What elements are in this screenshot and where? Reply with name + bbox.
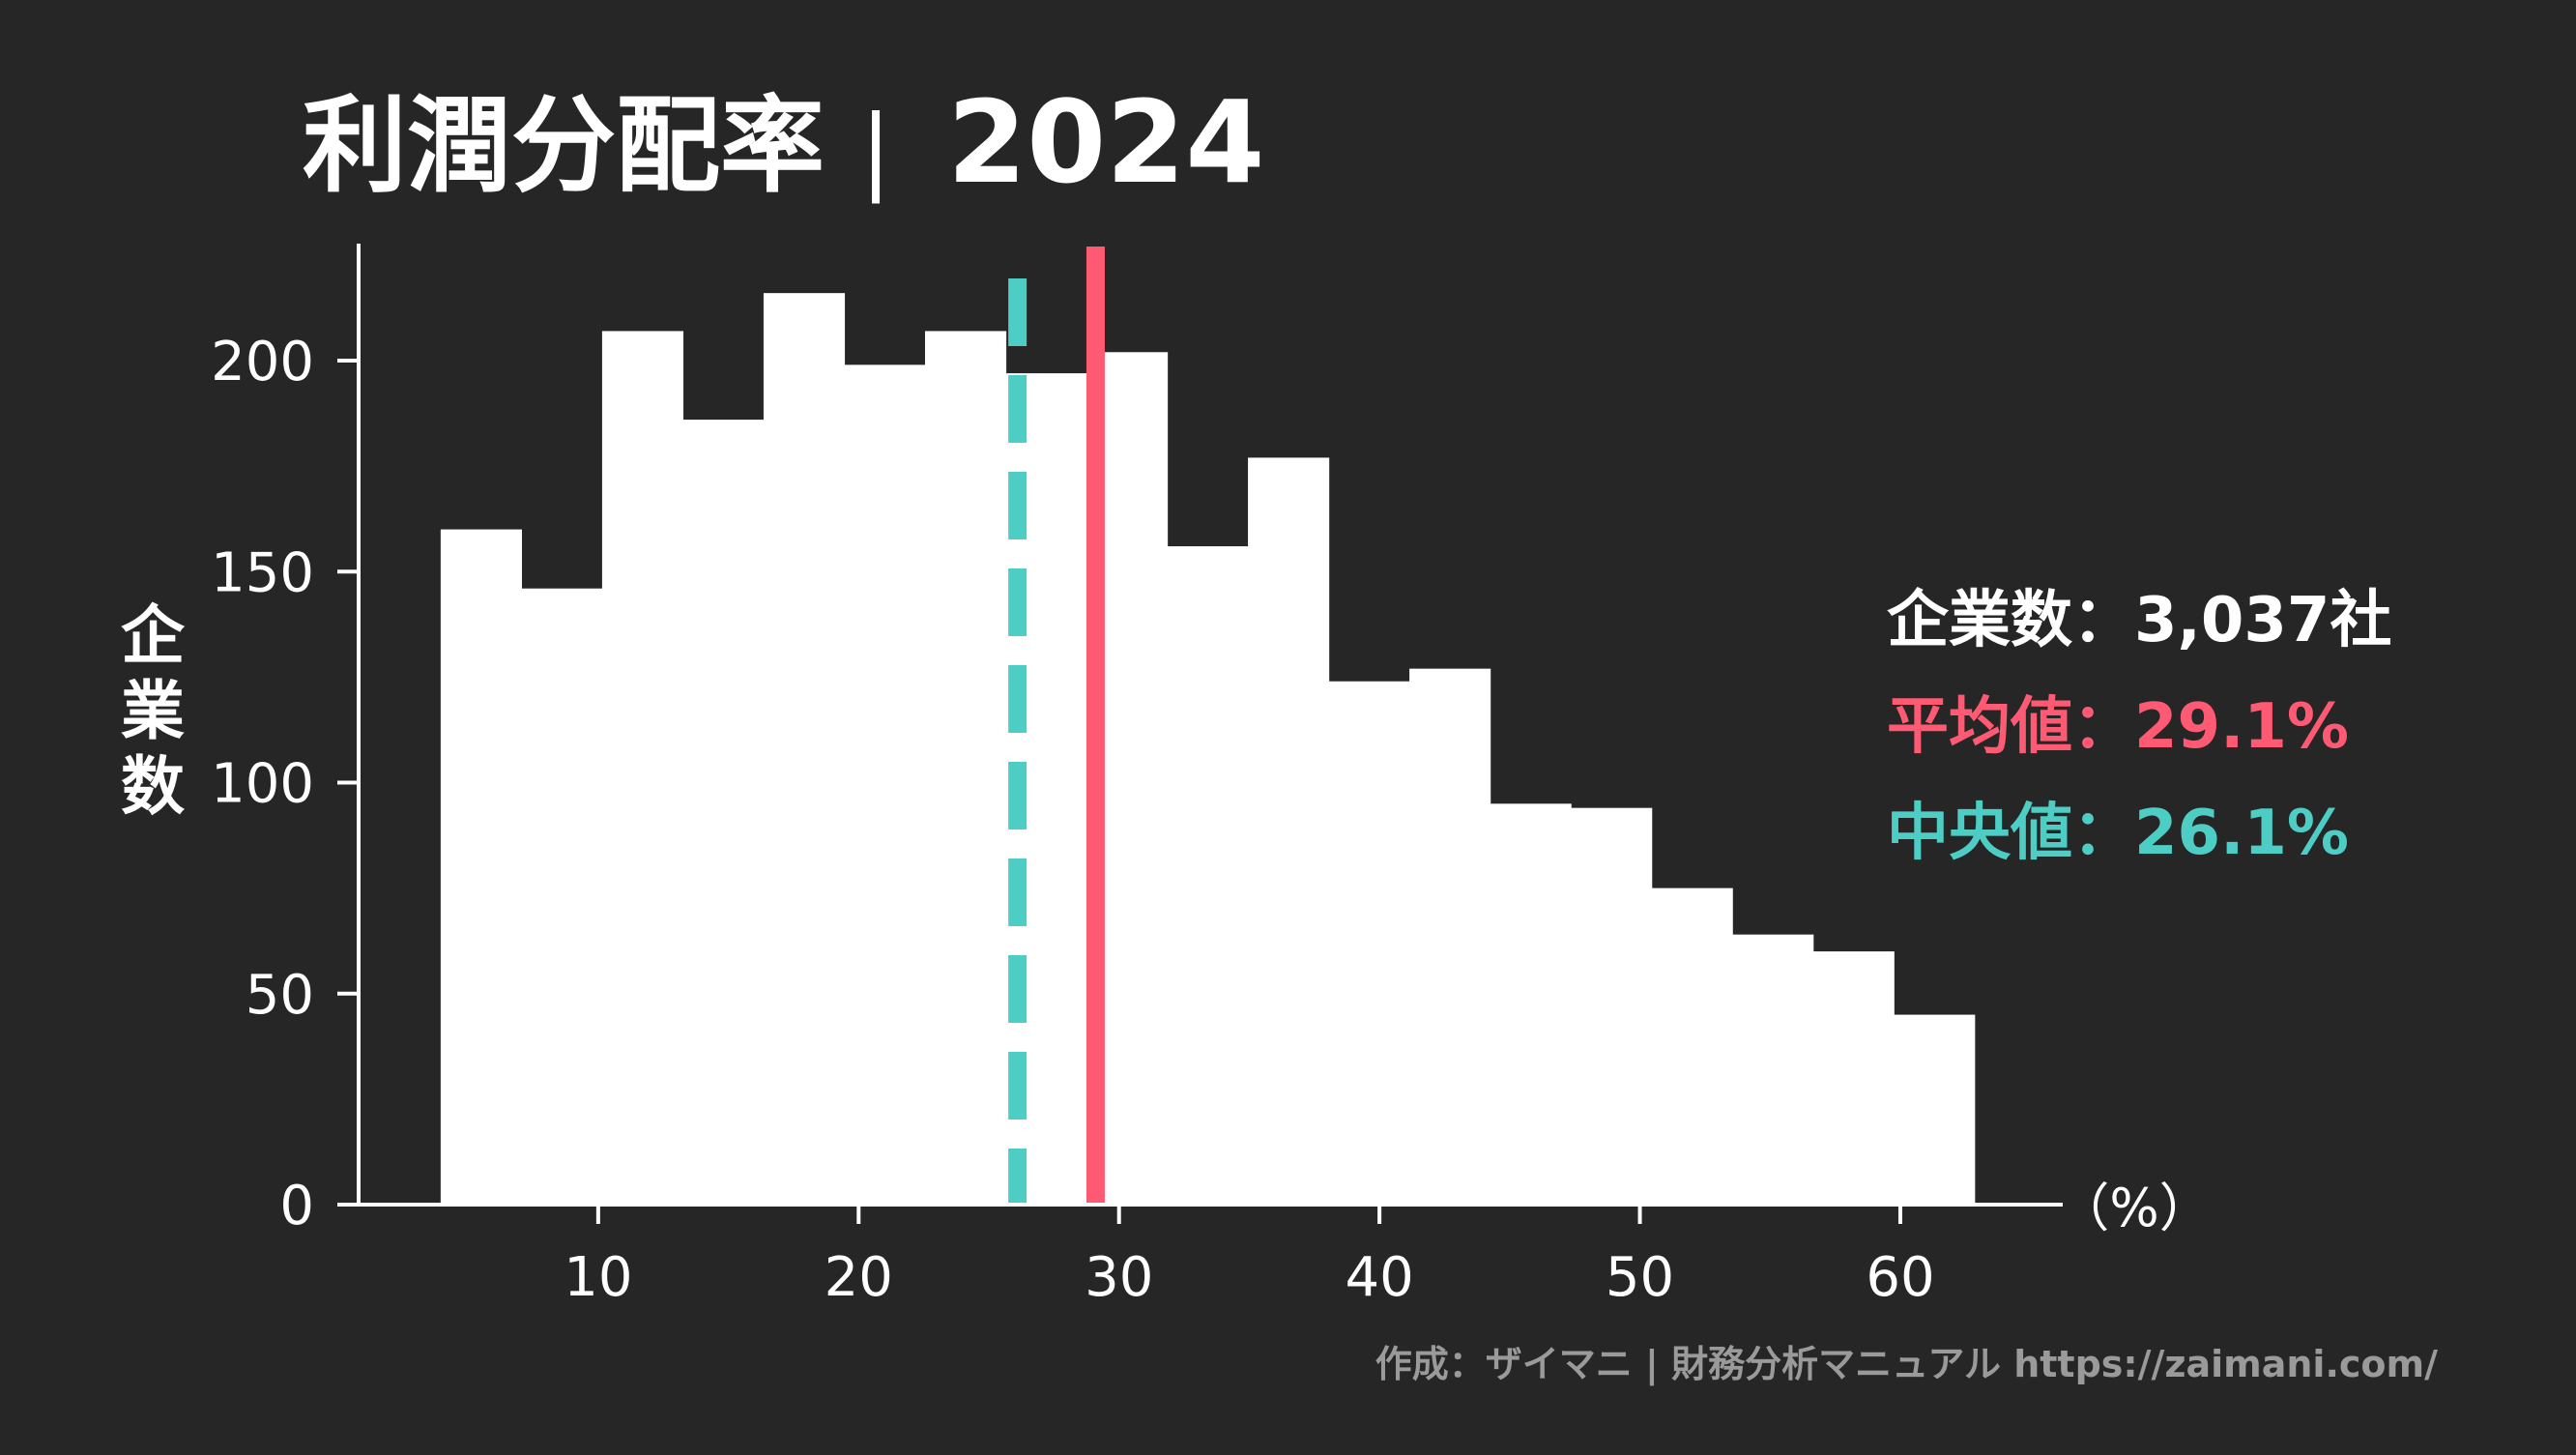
- x-tick-label: 40: [1345, 1246, 1413, 1309]
- stat-mean-label: 平均値：: [1887, 691, 2134, 763]
- histogram-bar: [1732, 934, 1814, 1205]
- reference-lines: [1008, 247, 1105, 1205]
- histogram-bar: [1248, 457, 1330, 1205]
- histogram-bar: [1409, 668, 1491, 1205]
- stat-median-value: 26.1%: [2134, 798, 2349, 869]
- x-axis-unit: （%）: [2057, 1178, 2211, 1238]
- x-tick-label: 30: [1085, 1246, 1153, 1309]
- title-separator: |: [860, 96, 891, 205]
- stat-count-value: 3,037社: [2134, 585, 2391, 656]
- y-axis-label-char: 数: [121, 749, 185, 824]
- credit-text: 作成：ザイマニ | 財務分析マニュアル https://zaimani.com/: [1375, 1343, 2438, 1386]
- histogram-bar: [521, 588, 603, 1205]
- histogram-bar: [763, 293, 846, 1205]
- chart-title: 利潤分配率: [303, 86, 825, 207]
- bars-group: [440, 293, 1976, 1206]
- x-tick-label: 50: [1606, 1246, 1674, 1309]
- histogram-bar: [1894, 1014, 1976, 1205]
- y-axis-label-char: 企: [121, 598, 186, 673]
- histogram-bar: [1328, 681, 1410, 1205]
- y-tick-label: 50: [246, 964, 314, 1027]
- x-tick-label: 60: [1866, 1246, 1934, 1309]
- histogram-bar: [1571, 807, 1653, 1205]
- chart-year: 2024: [947, 75, 1264, 209]
- histogram-bar: [601, 331, 684, 1205]
- stat-median-label: 中央値：: [1887, 798, 2134, 869]
- y-tick-label: 200: [211, 331, 314, 393]
- histogram-bar: [844, 364, 926, 1205]
- histogram-bar: [1812, 951, 1895, 1205]
- y-tick-label: 150: [211, 541, 314, 604]
- x-ticks-group: 10 20 30 40 50 60: [564, 1205, 1935, 1309]
- stat-median: 中央値：26.1%: [1887, 798, 2349, 869]
- histogram-bar: [1167, 546, 1249, 1205]
- axes-group: [337, 244, 2063, 1207]
- histogram-bar: [1651, 888, 1733, 1205]
- y-axis-label-char: 業: [121, 674, 185, 748]
- histogram-bar: [682, 420, 765, 1205]
- x-tick-label: 20: [825, 1246, 893, 1309]
- stat-count: 企業数：3,037社: [1887, 585, 2391, 656]
- histogram-bar: [1490, 803, 1572, 1205]
- stat-mean-value: 29.1%: [2134, 691, 2349, 763]
- histogram-bar: [440, 529, 522, 1205]
- x-tick-label: 10: [564, 1246, 632, 1309]
- y-axis-label: 企業数: [121, 598, 186, 824]
- y-tick-label: 100: [211, 753, 314, 816]
- stat-count-label: 企業数：: [1887, 585, 2134, 656]
- stat-mean: 平均値：29.1%: [1887, 691, 2349, 763]
- y-tick-label: 0: [279, 1175, 314, 1237]
- histogram-bar: [924, 331, 1007, 1205]
- y-ticks-group: 0 50 100 150 200: [211, 331, 359, 1237]
